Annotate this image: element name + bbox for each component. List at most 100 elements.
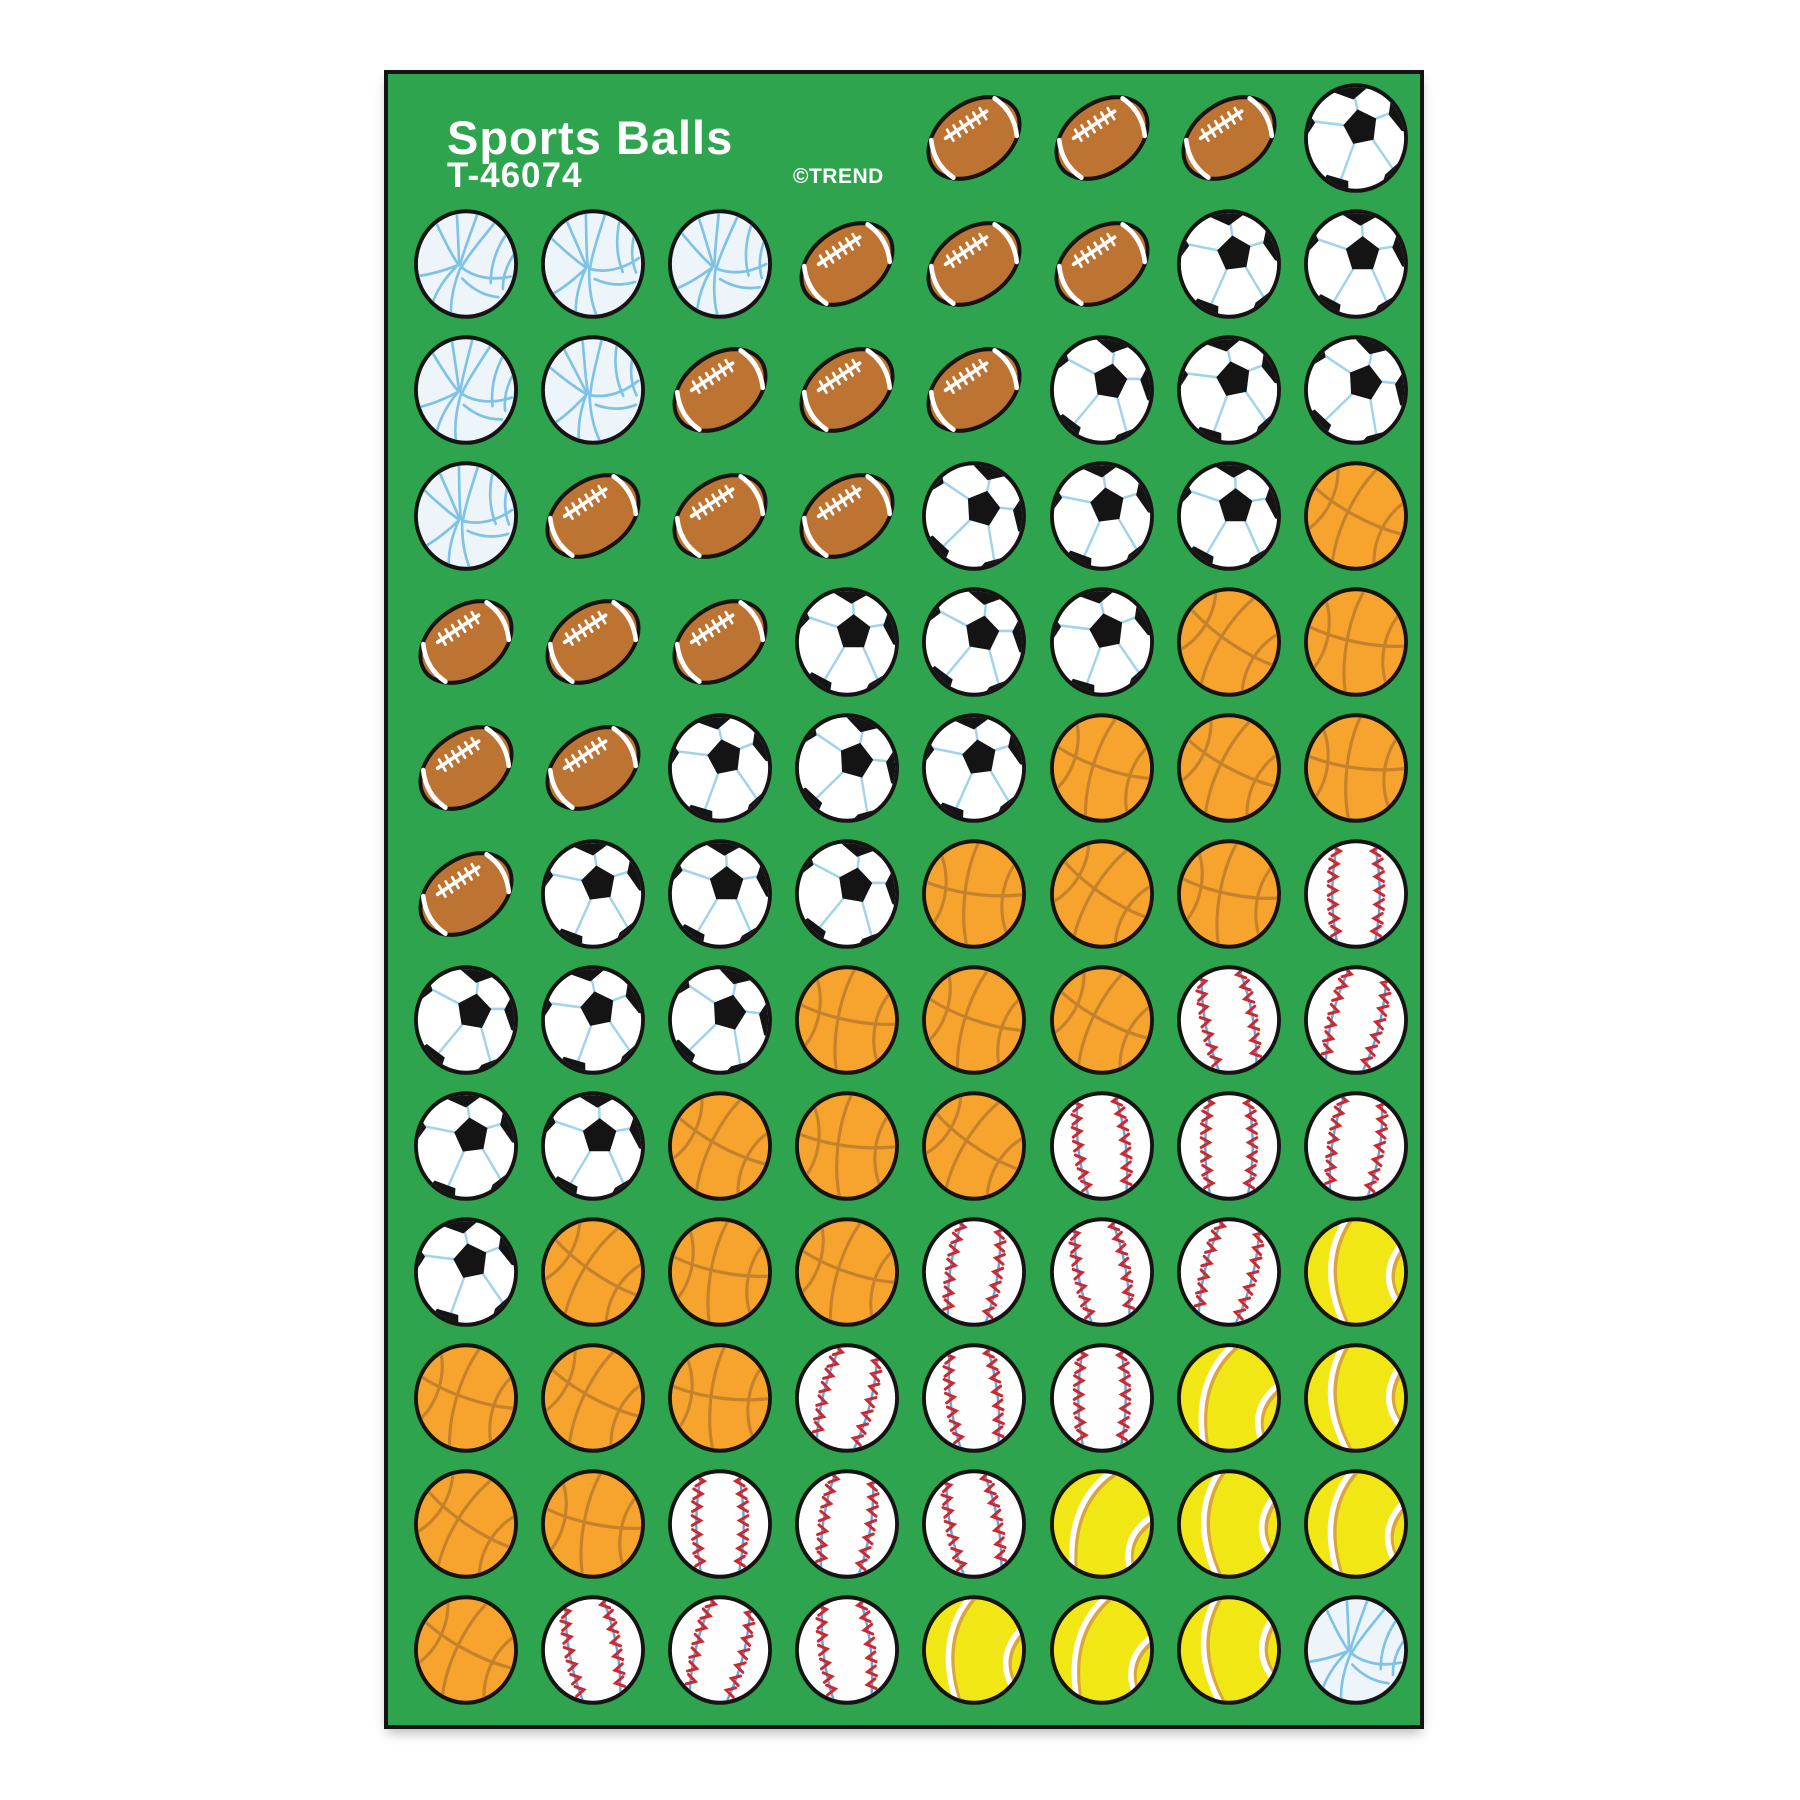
sheet-title: Sports Balls bbox=[447, 111, 734, 164]
soccer-ball-sticker bbox=[1174, 206, 1284, 322]
soccer-ball-sticker bbox=[1174, 332, 1284, 448]
volleyball-sticker bbox=[538, 206, 648, 322]
basketball-sticker bbox=[1174, 710, 1284, 826]
basketball-sticker bbox=[1047, 836, 1157, 952]
basketball-sticker bbox=[792, 1214, 902, 1330]
basketball-sticker bbox=[538, 1466, 648, 1582]
football-sticker bbox=[665, 332, 775, 448]
soccer-ball-sticker bbox=[538, 1088, 648, 1204]
basketball-sticker bbox=[538, 1214, 648, 1330]
baseball-sticker bbox=[538, 1592, 648, 1708]
soccer-ball-sticker bbox=[1047, 458, 1157, 574]
tennis-ball-sticker bbox=[1047, 1592, 1157, 1708]
tennis-ball-sticker bbox=[1301, 1340, 1411, 1456]
soccer-ball-sticker bbox=[1301, 332, 1411, 448]
football-sticker bbox=[1047, 206, 1157, 322]
basketball-sticker bbox=[792, 962, 902, 1078]
basketball-sticker bbox=[1047, 962, 1157, 1078]
baseball-sticker bbox=[919, 1340, 1029, 1456]
soccer-ball-sticker bbox=[411, 1214, 521, 1330]
baseball-sticker bbox=[1174, 962, 1284, 1078]
soccer-ball-sticker bbox=[1047, 584, 1157, 700]
football-sticker bbox=[665, 458, 775, 574]
baseball-sticker bbox=[1301, 1088, 1411, 1204]
football-sticker bbox=[411, 836, 521, 952]
basketball-sticker bbox=[919, 962, 1029, 1078]
trend-copyright: ©TREND bbox=[793, 165, 884, 188]
baseball-sticker bbox=[919, 1214, 1029, 1330]
football-sticker bbox=[919, 332, 1029, 448]
tennis-ball-sticker bbox=[1174, 1340, 1284, 1456]
basketball-sticker bbox=[665, 1340, 775, 1456]
football-sticker bbox=[919, 80, 1029, 196]
basketball-sticker bbox=[665, 1214, 775, 1330]
football-sticker bbox=[792, 458, 902, 574]
football-sticker bbox=[1174, 80, 1284, 196]
tennis-ball-sticker bbox=[1174, 1592, 1284, 1708]
tennis-ball-sticker bbox=[919, 1592, 1029, 1708]
product-code: T-46074 bbox=[447, 156, 583, 195]
soccer-ball-sticker bbox=[1301, 80, 1411, 196]
basketball-sticker bbox=[1301, 458, 1411, 574]
basketball-sticker bbox=[411, 1340, 521, 1456]
football-sticker bbox=[538, 458, 648, 574]
baseball-sticker bbox=[792, 1466, 902, 1582]
volleyball-sticker bbox=[411, 458, 521, 574]
sticker-grid bbox=[388, 74, 1420, 1725]
basketball-sticker bbox=[411, 1592, 521, 1708]
baseball-sticker bbox=[665, 1466, 775, 1582]
basketball-sticker bbox=[538, 1340, 648, 1456]
volleyball-sticker bbox=[1301, 1592, 1411, 1708]
sticker-sheet: Sports Balls T-46074 ©TREND bbox=[384, 70, 1424, 1729]
soccer-ball-sticker bbox=[919, 458, 1029, 574]
tennis-ball-sticker bbox=[1047, 1466, 1157, 1582]
baseball-sticker bbox=[1047, 1340, 1157, 1456]
soccer-ball-sticker bbox=[411, 1088, 521, 1204]
baseball-sticker bbox=[665, 1592, 775, 1708]
soccer-ball-sticker bbox=[919, 710, 1029, 826]
tennis-ball-sticker bbox=[1301, 1466, 1411, 1582]
football-sticker bbox=[665, 584, 775, 700]
soccer-ball-sticker bbox=[792, 836, 902, 952]
football-sticker bbox=[538, 584, 648, 700]
baseball-sticker bbox=[1301, 962, 1411, 1078]
soccer-ball-sticker bbox=[792, 710, 902, 826]
baseball-sticker bbox=[1047, 1088, 1157, 1204]
basketball-sticker bbox=[1301, 584, 1411, 700]
soccer-ball-sticker bbox=[411, 962, 521, 1078]
basketball-sticker bbox=[1301, 710, 1411, 826]
soccer-ball-sticker bbox=[1301, 206, 1411, 322]
football-sticker bbox=[411, 710, 521, 826]
soccer-ball-sticker bbox=[665, 962, 775, 1078]
soccer-ball-sticker bbox=[792, 584, 902, 700]
volleyball-sticker bbox=[411, 332, 521, 448]
volleyball-sticker bbox=[538, 332, 648, 448]
baseball-sticker bbox=[792, 1592, 902, 1708]
volleyball-sticker bbox=[411, 206, 521, 322]
soccer-ball-sticker bbox=[919, 584, 1029, 700]
soccer-ball-sticker bbox=[538, 962, 648, 1078]
football-sticker bbox=[1047, 80, 1157, 196]
football-sticker bbox=[411, 584, 521, 700]
soccer-ball-sticker bbox=[1047, 332, 1157, 448]
baseball-sticker bbox=[1174, 1214, 1284, 1330]
basketball-sticker bbox=[1047, 710, 1157, 826]
baseball-sticker bbox=[1174, 1088, 1284, 1204]
soccer-ball-sticker bbox=[665, 710, 775, 826]
baseball-sticker bbox=[1301, 836, 1411, 952]
basketball-sticker bbox=[1174, 584, 1284, 700]
soccer-ball-sticker bbox=[538, 836, 648, 952]
basketball-sticker bbox=[919, 836, 1029, 952]
tennis-ball-sticker bbox=[1301, 1214, 1411, 1330]
tennis-ball-sticker bbox=[1174, 1466, 1284, 1582]
football-sticker bbox=[919, 206, 1029, 322]
football-sticker bbox=[538, 710, 648, 826]
basketball-sticker bbox=[411, 1466, 521, 1582]
basketball-sticker bbox=[792, 1088, 902, 1204]
volleyball-sticker bbox=[665, 206, 775, 322]
baseball-sticker bbox=[792, 1340, 902, 1456]
football-sticker bbox=[792, 332, 902, 448]
basketball-sticker bbox=[1174, 836, 1284, 952]
basketball-sticker bbox=[665, 1088, 775, 1204]
